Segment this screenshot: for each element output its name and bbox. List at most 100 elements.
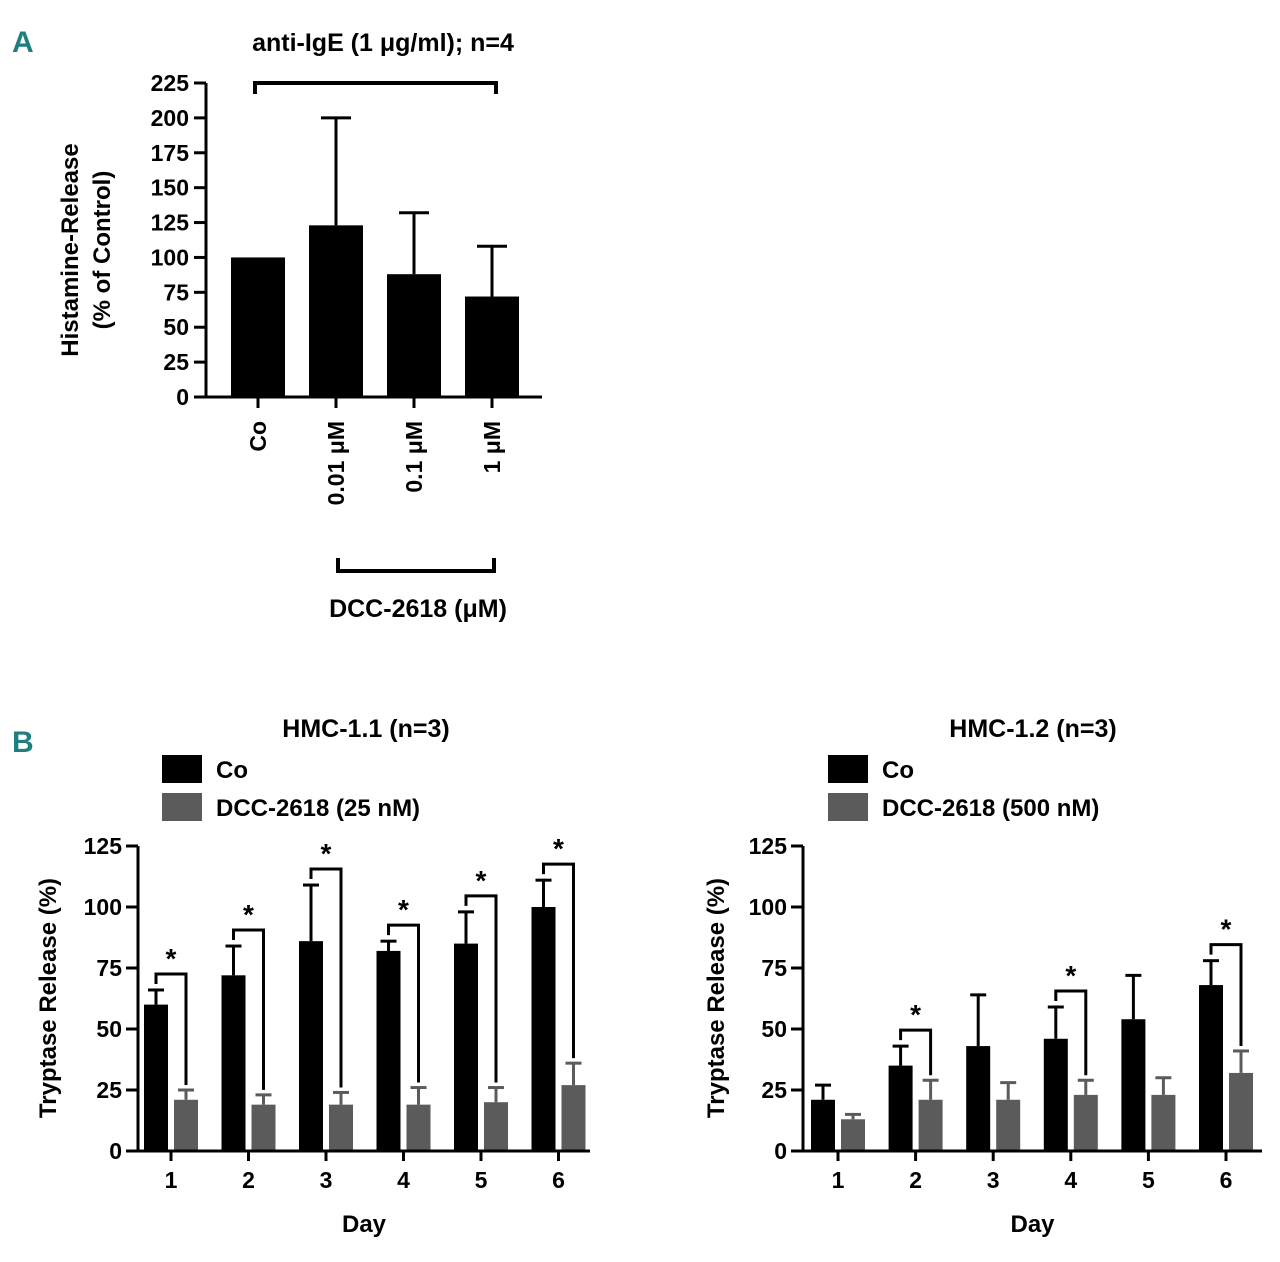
legend-label-2: DCC-2618 (500 nM)	[882, 795, 1099, 822]
significance-star: *	[1065, 960, 1076, 991]
chart-title: HMC-1.1 (n=3)	[282, 715, 449, 743]
legend-label-1: Co	[882, 757, 914, 784]
significance-bracket	[232, 928, 265, 1090]
bar-day5-co	[454, 943, 478, 1151]
bar-day4-co	[376, 950, 401, 1151]
bar-day5-dcc	[484, 1102, 508, 1151]
bar-day1-co	[144, 1004, 168, 1151]
x-tick-label: 0.01 μM	[323, 421, 349, 505]
bar-day5-co	[1121, 1019, 1146, 1151]
tryptase-hmc11-chart: HMC-1.1 (n=3) Co DCC-2618 (25 nM) * 1 * 2 * 3 * 4 *…	[35, 715, 590, 1238]
bar-day4-dcc	[1073, 1094, 1098, 1151]
significance-star: *	[553, 833, 564, 864]
bar-day4-co	[1043, 1038, 1068, 1151]
bar-day2-dcc	[918, 1099, 943, 1151]
bar-1	[231, 257, 285, 397]
x-tick-label: Co	[245, 421, 271, 452]
y-tick-label: 100	[749, 894, 787, 920]
y-tick-label: 150	[151, 175, 189, 201]
legend-label-2: DCC-2618 (25 nM)	[216, 795, 420, 822]
panel-label-a: A	[12, 26, 34, 59]
significance-bracket	[1054, 989, 1088, 1076]
legend-label-1: Co	[216, 757, 248, 784]
significance-star: *	[910, 999, 921, 1030]
y-tick-label: 100	[84, 894, 122, 920]
legend-swatch-1	[162, 755, 202, 783]
bar-4	[465, 296, 519, 397]
bar-day6-dcc	[1229, 1072, 1253, 1151]
bar-day4-dcc	[406, 1104, 431, 1151]
tryptase-hmc12-chart: HMC-1.2 (n=3) Co DCC-2618 (500 nM) 1 * 2 3 * 4 5 *…	[703, 715, 1262, 1238]
x-tick-label: 5	[1142, 1167, 1155, 1193]
title-bracket	[253, 81, 498, 94]
y-tick-label: 75	[96, 955, 122, 981]
x-tick-label: 1	[832, 1167, 845, 1193]
x-tick-label: 2	[242, 1167, 255, 1193]
x-tick-label: 6	[1220, 1167, 1233, 1193]
x-tick-label: 3	[987, 1167, 1000, 1193]
y-tick-label: 50	[96, 1016, 122, 1042]
x-tick-label: 5	[475, 1167, 488, 1193]
significance-star: *	[321, 838, 332, 869]
y-tick-label: 0	[109, 1138, 122, 1164]
y-axis-label-line2: (% of Control)	[89, 171, 116, 330]
bar-day5-dcc	[1151, 1094, 1176, 1151]
significance-bracket	[387, 923, 420, 1083]
bar-day1-dcc	[841, 1119, 865, 1151]
y-tick-label: 225	[151, 70, 190, 96]
y-tick-label: 175	[151, 140, 190, 166]
y-tick-label: 25	[761, 1077, 787, 1103]
group-bracket	[336, 558, 496, 573]
y-axis-label: Tryptase Release (%)	[703, 878, 730, 1118]
y-tick-label: 200	[151, 105, 189, 131]
significance-bracket	[309, 867, 343, 1088]
legend-swatch-2	[828, 793, 868, 821]
bar-day2-co	[221, 975, 246, 1151]
y-tick-label: 50	[163, 314, 189, 340]
y-tick-label: 75	[761, 955, 787, 981]
bar-2	[309, 225, 363, 397]
x-tick-label: 1	[165, 1167, 178, 1193]
x-tick-label: 2	[909, 1167, 922, 1193]
significance-bracket	[542, 862, 575, 1059]
y-tick-label: 25	[163, 349, 189, 375]
y-axis-label-line1: Histamine-Release	[57, 143, 84, 356]
bar-day2-dcc	[251, 1104, 276, 1151]
significance-bracket	[154, 972, 188, 1085]
bar-day6-dcc	[561, 1085, 586, 1151]
x-tick-label: 6	[552, 1167, 565, 1193]
significance-star: *	[166, 943, 177, 974]
y-tick-label: 0	[176, 384, 189, 410]
y-tick-label: 0	[774, 1138, 787, 1164]
group-label: DCC-2618 (μM)	[329, 595, 507, 623]
panel-label-b: B	[12, 726, 34, 759]
bar-day1-dcc	[174, 1099, 198, 1151]
x-tick-label: 4	[397, 1167, 410, 1193]
significance-bracket	[464, 894, 498, 1083]
bar-day3-dcc	[996, 1099, 1021, 1151]
significance-star: *	[243, 899, 254, 930]
y-tick-label: 125	[749, 833, 788, 859]
y-tick-label: 75	[163, 279, 189, 305]
x-axis-label: Day	[342, 1211, 387, 1238]
x-tick-label: 0.1 μM	[401, 421, 427, 493]
histamine-release-chart: anti-IgE (1 μg/ml); n=4 Co 0.01 μM 0.1 μM 1 …	[57, 29, 542, 623]
bar-day1-co	[811, 1099, 835, 1151]
y-tick-label: 25	[96, 1077, 122, 1103]
significance-bracket	[899, 1028, 933, 1076]
y-tick-label: 50	[761, 1016, 787, 1042]
legend-swatch-2	[162, 793, 202, 821]
x-tick-label: 4	[1064, 1167, 1077, 1193]
y-tick-label: 125	[151, 210, 190, 236]
bar-day3-co	[299, 941, 323, 1151]
significance-star: *	[398, 894, 409, 925]
bar-day6-co	[531, 907, 556, 1151]
bar-day2-co	[888, 1065, 913, 1151]
significance-star: *	[1221, 914, 1232, 945]
y-tick-label: 100	[151, 244, 189, 270]
x-tick-label: 1 μM	[479, 421, 505, 473]
legend-swatch-1	[828, 755, 868, 783]
y-axis-label: Tryptase Release (%)	[35, 878, 62, 1118]
bar-day6-co	[1199, 985, 1223, 1151]
y-tick-label: 125	[84, 833, 123, 859]
